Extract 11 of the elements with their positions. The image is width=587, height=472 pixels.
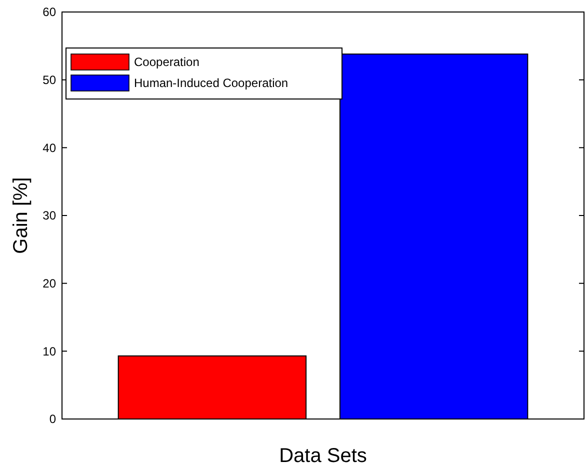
y-tick-label: 20	[42, 276, 56, 291]
y-axis-title: Gain [%]	[10, 177, 32, 254]
y-tick-label: 40	[42, 140, 56, 155]
y-tick-label: 10	[42, 344, 56, 358]
x-axis-title: Data Sets	[279, 445, 367, 467]
y-tick-label: 0	[49, 412, 56, 426]
y-tick-label: 60	[42, 5, 56, 20]
legend-label: Human-Induced Cooperation	[134, 76, 288, 90]
y-tick-label: 50	[42, 73, 56, 88]
y-tick-label: 30	[42, 208, 56, 223]
legend-label: Cooperation	[134, 55, 200, 69]
